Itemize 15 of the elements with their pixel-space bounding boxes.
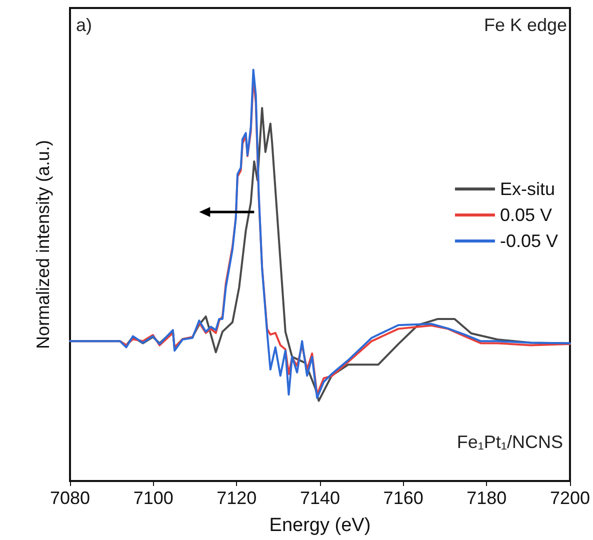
x-tick-label: 7160 bbox=[383, 488, 424, 508]
y-axis-title: Normalized intensity (a.u.) bbox=[33, 140, 53, 350]
x-tick-label: 7180 bbox=[466, 488, 507, 508]
x-axis-title: Energy (eV) bbox=[269, 515, 371, 536]
text: Fe K edge bbox=[484, 15, 568, 35]
legend-label: Ex-situ bbox=[500, 179, 555, 199]
annotation: Fe₁Pt₁/NCNS bbox=[456, 432, 564, 452]
legend-label: -0.05 V bbox=[500, 231, 558, 251]
x-tick-label: 7080 bbox=[50, 488, 90, 508]
x-tick-label: 7200 bbox=[550, 488, 590, 508]
legend-label: 0.05 V bbox=[500, 205, 552, 225]
x-tick-label: 7100 bbox=[133, 488, 174, 508]
x-tick-label: 7120 bbox=[216, 488, 257, 508]
text: a) bbox=[76, 15, 92, 35]
x-tick-label: 7140 bbox=[300, 488, 340, 508]
